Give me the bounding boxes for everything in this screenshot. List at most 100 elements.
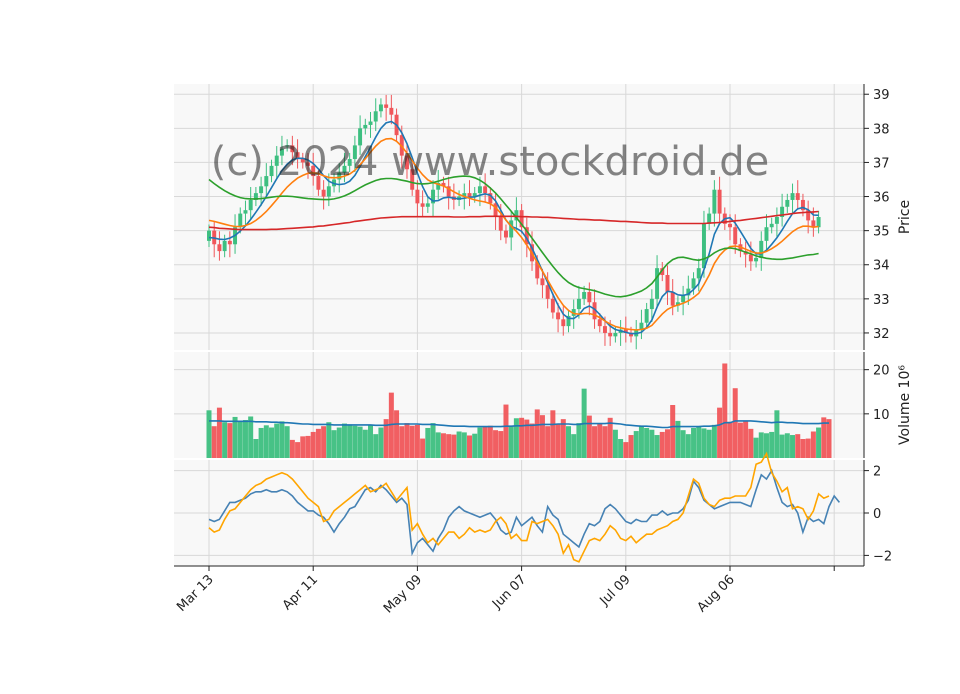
volume-bar [670,405,676,458]
volume-bar [737,422,743,458]
candle-body [759,240,764,258]
candle-body [681,295,686,303]
volume-bar [467,435,473,458]
volume-bar [430,423,436,458]
candle-body [259,186,264,194]
y-tick-label: 36 [873,191,890,206]
candle-body [431,189,436,204]
volume-bar [654,435,660,458]
volume-bar [295,442,301,458]
volume-bar [826,419,832,458]
candle-body [613,332,618,337]
volume-bar [300,436,306,458]
volume-bar [727,421,733,458]
volume-bar [331,430,337,458]
volume-bar [623,442,629,458]
volume-bar [409,425,415,458]
volume-bar [498,431,504,458]
candle-body [524,227,529,245]
candle-body [728,223,732,228]
volume-bar [774,410,780,458]
volume-bar [362,429,368,458]
candle-body [644,309,649,323]
candle-body [660,268,665,275]
candle-body [707,213,712,224]
candle-body [248,199,253,211]
volume-bar [263,425,269,458]
y-axis-label: Price [897,200,913,234]
candle-body [550,298,555,313]
candle-body [629,332,633,337]
volume-bar [638,426,644,458]
candle-body [780,206,785,217]
volume-bar [602,426,608,458]
volume-bar [503,404,509,458]
price-panel: 32 33 34 35 36 37 38 39 Price [174,84,913,350]
volume-bar [592,426,598,458]
candle-body [545,285,550,299]
candle-body [519,210,524,228]
candle-body [561,319,566,327]
volume-bar [456,431,462,458]
volume-bar [743,421,749,458]
volume-bar [779,434,785,458]
volume-bar [560,419,566,458]
candle-body [608,332,613,337]
candle-body [571,309,576,316]
volume-bar [607,417,613,458]
candle-body [774,217,779,224]
candle-body [358,128,363,146]
volume-bar [717,407,723,458]
candle-body [795,193,800,200]
ma-line-1 [208,120,819,335]
candle-body [597,319,602,327]
candle-body [790,193,795,200]
candle-body [691,278,696,289]
volume-bar [347,424,353,458]
volume-bar [258,427,264,458]
volume-bar [800,439,806,458]
candle-body [816,217,821,228]
candle-body [285,145,290,147]
y-tick-label: 34 [873,259,890,274]
volume-bar [513,418,519,458]
volume-bar [211,426,217,458]
candle-body [493,203,498,217]
x-tick-label: Aug 06 [695,572,738,615]
volume-bar [586,415,592,458]
candle-body [243,210,248,214]
candle-body [238,213,243,228]
volume-bar [732,388,738,458]
volume-bar [435,432,441,458]
volume-bar [545,426,551,458]
candle-body [509,220,514,238]
volume-bar [451,434,457,458]
volume-bar [279,421,285,458]
candle-body [306,162,310,166]
volume-bar [534,409,540,458]
volume-bar [685,434,691,458]
candle-body [410,169,415,190]
candle-body [420,203,425,207]
candle-body [748,254,753,262]
volume-bar [388,392,394,458]
y-tick-label: 0 [873,507,881,522]
volume-bar [383,419,389,458]
volume-bar [493,430,499,458]
candle-body [701,223,706,269]
candle-body [655,268,660,299]
volume-bar [659,431,665,458]
candle-body [373,111,378,122]
volume-panel: 10 20 Volume 10⁶ [174,352,913,458]
volume-bar [399,426,405,458]
candle-body [316,176,321,190]
candle-body [342,165,347,173]
volume-bar [326,422,332,458]
candle-body [733,227,738,245]
volume-bar [420,438,426,458]
volume-average-line [209,420,829,429]
y-tick-label: 20 [873,364,890,379]
candle-body [436,182,441,190]
candle-body [378,104,383,112]
x-tick-label: Mar 13 [174,572,217,615]
